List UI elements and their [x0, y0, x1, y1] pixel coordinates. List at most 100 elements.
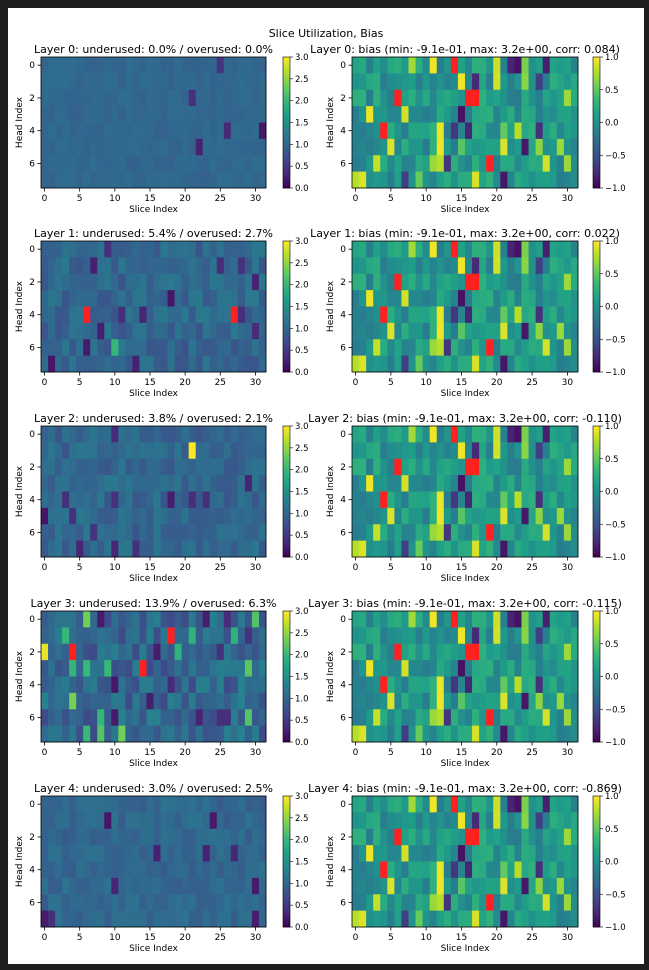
bias-layer-3-colorbar-step: [593, 630, 600, 635]
bias-layer-4-cell: [457, 877, 466, 895]
bias-layer-4-colorbar-step: [593, 897, 600, 902]
util-layer-2-cell: [230, 475, 239, 492]
bias-layer-1-cell: [380, 257, 388, 275]
util-layer-0-cell: [188, 57, 197, 74]
bias-layer-4-cell: [457, 812, 466, 830]
util-layer-2-cell: [237, 524, 246, 542]
bias-layer-0-colorbar-step: [593, 63, 600, 68]
util-layer-4-cell: [230, 894, 239, 912]
util-layer-0-cell: [195, 122, 204, 140]
util-layer-4-cell: [97, 812, 105, 830]
util-layer-3-colorbar-step: [283, 653, 290, 658]
bias-layer-0-cell: [500, 73, 508, 91]
util-layer-0-cell: [244, 57, 253, 74]
bias-layer-4-cell: [486, 796, 494, 813]
x-tick-label: 30: [562, 748, 574, 758]
util-layer-3-cell: [202, 627, 211, 645]
util-layer-2-colorbar-step: [283, 452, 290, 456]
util-layer-0-cell: [202, 155, 211, 173]
bias-layer-0-colorbar-label: 1.0: [605, 53, 619, 63]
bias-layer-2-cell: [429, 524, 438, 542]
util-layer-2-cell: [237, 475, 246, 492]
bias-layer-1-cell: [380, 306, 388, 324]
util-layer-4-cell: [97, 877, 105, 895]
util-layer-3-colorbar-step: [283, 627, 290, 632]
bias-layer-2-cell: [366, 426, 374, 443]
bias-layer-0-colorbar-step: [593, 73, 600, 78]
util-layer-3-cell: [139, 660, 147, 677]
util-layer-2-cell: [174, 507, 183, 525]
bias-layer-3-cell: [415, 692, 424, 710]
util-layer-2-cell: [195, 491, 204, 509]
bias-layer-2-cell: [422, 426, 431, 443]
util-layer-2-cell: [181, 426, 190, 443]
bias-layer-2-cell: [500, 426, 508, 443]
util-layer-4-cell: [48, 877, 56, 895]
util-layer-4-colorbar-step: [283, 825, 290, 830]
bias-layer-2-cell: [387, 442, 395, 460]
bias-layer-3-cell: [521, 643, 529, 661]
bias-layer-2-cell: [549, 475, 558, 492]
bias-layer-3-cell: [542, 725, 551, 743]
util-layer-2-cell: [132, 524, 140, 542]
bias-layer-4-cell: [394, 877, 402, 895]
util-layer-0-colorbar-step: [283, 57, 290, 61]
bias-layer-3-cell: [380, 611, 388, 628]
util-layer-2-cell: [244, 475, 253, 492]
util-layer-0-cell: [62, 73, 70, 91]
bias-layer-4-cell: [472, 812, 480, 830]
bias-layer-0-cell: [415, 106, 424, 123]
bias-layer-2-cell: [394, 458, 402, 476]
bias-layer-2-cell: [521, 475, 529, 492]
util-layer-3-cell: [76, 709, 84, 727]
bias-layer-2-cell: [521, 491, 529, 509]
util-layer-0-cell: [83, 106, 91, 123]
util-layer-2-cell: [195, 475, 204, 492]
util-layer-2-cell: [132, 540, 140, 558]
util-layer-3-cell: [55, 660, 63, 677]
util-layer-1-cell: [111, 257, 119, 275]
bias-layer-3-cell: [408, 643, 416, 661]
util-layer-0-cell: [62, 171, 70, 189]
util-layer-2-colorbar-step: [283, 465, 290, 469]
bias-layer-0-cell: [443, 155, 452, 173]
bias-layer-0-cell: [542, 89, 551, 107]
bias-layer-2-frame: [351, 425, 579, 558]
util-layer-4-cell: [90, 894, 98, 912]
util-layer-4-cell: [41, 877, 49, 895]
util-layer-3-cell: [118, 627, 126, 645]
bias-layer-3-colorbar-step: [593, 647, 600, 651]
bias-layer-1-cell: [563, 322, 572, 340]
bias-layer-2-colorbar-label: −0.5: [605, 520, 626, 530]
bias-layer-4-cell: [359, 861, 367, 879]
bias-layer-0-cell: [394, 106, 402, 123]
util-layer-0-cell: [202, 138, 211, 156]
bias-layer-2-cell: [457, 426, 466, 443]
bias-layer-3-colorbar-step: [593, 666, 600, 671]
util-layer-0-cell: [258, 57, 267, 74]
util-layer-0-cell: [41, 106, 49, 123]
y-tick-label: 4: [340, 681, 346, 691]
bias-layer-2-cell: [422, 475, 431, 492]
bias-layer-2-cell: [514, 524, 522, 542]
util-layer-4-colorbar-step: [283, 809, 290, 813]
util-layer-0-cell: [167, 73, 175, 91]
bias-layer-4-cell: [563, 796, 572, 813]
bias-layer-3-cell: [542, 660, 551, 677]
bias-layer-0-cell: [366, 57, 374, 74]
util-layer-3-cell: [188, 611, 197, 628]
bias-layer-0-cell: [450, 122, 459, 140]
bias-layer-1-cell: [457, 355, 466, 373]
bias-layer-1-cell: [528, 322, 537, 340]
util-layer-3-colorbar-step: [283, 696, 290, 700]
bias-layer-2-cell: [549, 491, 558, 509]
util-layer-4-cell: [188, 845, 197, 862]
bias-layer-1-cell: [521, 241, 529, 258]
bias-layer-3-cell: [415, 627, 424, 645]
bias-layer-0-cell: [556, 155, 565, 173]
util-layer-1-cell: [258, 306, 267, 324]
bias-layer-3-cell: [352, 611, 360, 628]
bias-layer-1-colorbar-step: [593, 247, 600, 252]
util-layer-2-cell: [83, 491, 91, 509]
util-layer-3-cell: [139, 676, 147, 694]
